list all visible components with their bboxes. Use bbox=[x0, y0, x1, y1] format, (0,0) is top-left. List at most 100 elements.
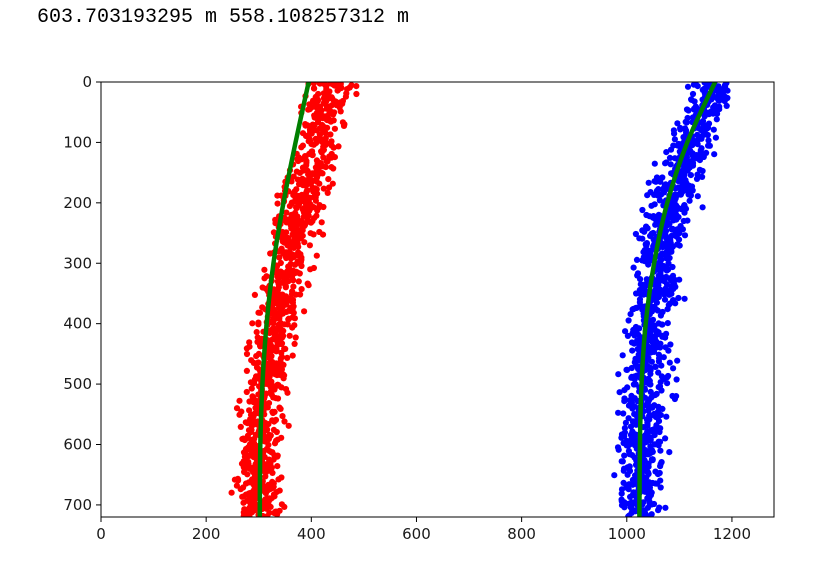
scatter-point bbox=[241, 436, 248, 444]
scatter-point bbox=[712, 134, 720, 141]
scatter-point bbox=[313, 136, 320, 143]
scatter-point bbox=[290, 173, 297, 180]
scatter-point bbox=[641, 247, 648, 254]
scatter-point bbox=[634, 364, 641, 371]
scatter-point bbox=[303, 133, 310, 140]
scatter-point bbox=[713, 104, 720, 111]
scatter-point bbox=[304, 210, 311, 217]
scatter-point bbox=[623, 437, 631, 445]
scatter-point bbox=[652, 391, 659, 399]
scatter-point bbox=[646, 380, 653, 387]
scatter-point bbox=[696, 154, 703, 162]
scatter-point bbox=[655, 369, 662, 376]
scatter-point bbox=[623, 442, 630, 449]
axes: 0 200 400 600 800 1000 1200 0 100 200 300 400 500 600… bbox=[63, 73, 775, 543]
scatter-point bbox=[319, 123, 326, 130]
scatter-point bbox=[653, 190, 660, 197]
x-tick-label: 200 bbox=[192, 525, 221, 543]
scatter-point bbox=[293, 204, 300, 211]
scatter-point bbox=[627, 504, 634, 511]
scatter-point bbox=[657, 463, 664, 470]
scatter-point bbox=[658, 373, 666, 380]
scatter-point bbox=[289, 324, 296, 331]
scatter-point bbox=[616, 389, 623, 396]
scatter-point bbox=[273, 437, 280, 444]
scatter-point bbox=[326, 184, 333, 191]
scatter-point bbox=[665, 243, 672, 250]
y-tick-label: 200 bbox=[63, 194, 92, 212]
scatter-point bbox=[654, 307, 661, 314]
scatter-point bbox=[279, 333, 286, 340]
scatter-point bbox=[657, 312, 665, 319]
scatter-point bbox=[335, 86, 342, 93]
scatter-point bbox=[632, 381, 639, 388]
scatter-point bbox=[683, 119, 690, 126]
scatter-point bbox=[316, 202, 323, 209]
scatter-point bbox=[620, 410, 627, 417]
scatter-point bbox=[645, 354, 652, 361]
scatter-point bbox=[264, 400, 271, 408]
scatter-point bbox=[621, 425, 629, 432]
scatter-point bbox=[250, 487, 257, 495]
scatter-point bbox=[246, 343, 253, 350]
scatter-point bbox=[625, 317, 632, 324]
scatter-point bbox=[242, 419, 249, 426]
scatter-point bbox=[342, 93, 349, 100]
scatter-point bbox=[637, 302, 644, 309]
scatter-point bbox=[253, 373, 260, 380]
scatter-point bbox=[331, 125, 338, 132]
scatter-point bbox=[666, 449, 673, 456]
scatter-point bbox=[256, 342, 264, 349]
scatter-point bbox=[324, 158, 331, 165]
scatter-point bbox=[239, 493, 246, 500]
scatter-point bbox=[279, 270, 286, 277]
scatter-point bbox=[261, 266, 268, 273]
scatter-point bbox=[323, 83, 330, 90]
scatter-point bbox=[242, 447, 249, 455]
scatter-point bbox=[266, 495, 273, 502]
scatter-point bbox=[663, 265, 670, 273]
scatter-point bbox=[264, 365, 271, 372]
scatter-point bbox=[298, 221, 305, 229]
scatter-point bbox=[299, 179, 306, 186]
scatter-point bbox=[278, 353, 285, 361]
scatter-point bbox=[649, 448, 656, 455]
scatter-point bbox=[310, 141, 317, 148]
scatter-point bbox=[251, 291, 258, 298]
scatter-point bbox=[250, 413, 257, 420]
scatter-point bbox=[631, 477, 639, 484]
scatter-point bbox=[659, 174, 666, 181]
scatter-point bbox=[318, 148, 325, 155]
scatter-point bbox=[637, 276, 644, 283]
scatter-point bbox=[641, 478, 648, 485]
scatter-point bbox=[657, 340, 664, 347]
scatter-point bbox=[255, 359, 262, 366]
scatter-point bbox=[353, 90, 360, 98]
scatter-point bbox=[677, 124, 684, 132]
scatter-point bbox=[329, 82, 336, 88]
scatter-point bbox=[318, 219, 325, 226]
scatter-point bbox=[272, 329, 279, 336]
scatter-point bbox=[664, 320, 671, 327]
scatter-point bbox=[641, 508, 648, 515]
scatter-point bbox=[666, 291, 673, 298]
scatter-point bbox=[678, 188, 685, 195]
scatter-point bbox=[662, 232, 669, 240]
scatter-point bbox=[310, 82, 317, 87]
scatter-point bbox=[311, 122, 318, 129]
scatter-point bbox=[275, 300, 282, 307]
scatter-point bbox=[241, 466, 248, 473]
scatter-point bbox=[681, 202, 688, 210]
scatter-point bbox=[646, 257, 653, 264]
scatter-point bbox=[647, 365, 654, 372]
scatter-point bbox=[621, 452, 628, 459]
scatter-point bbox=[291, 235, 298, 242]
scatter-point bbox=[723, 102, 730, 109]
scatter-point bbox=[267, 345, 275, 352]
scatter-point bbox=[251, 453, 258, 460]
scatter-point bbox=[689, 114, 697, 121]
scatter-point bbox=[287, 219, 294, 226]
scatter-point bbox=[686, 147, 694, 154]
scatter-point bbox=[246, 513, 253, 517]
scatter-point bbox=[643, 240, 651, 247]
